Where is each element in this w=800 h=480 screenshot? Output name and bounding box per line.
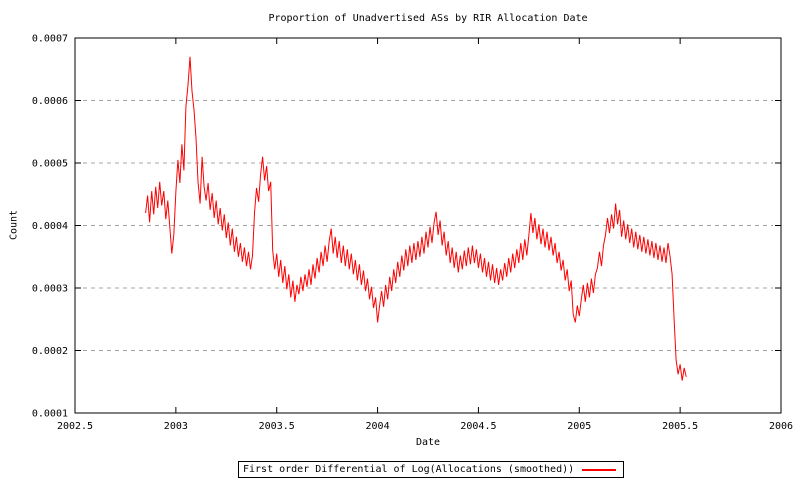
legend-box: First order Differential of Log(Allocati… (238, 461, 625, 478)
y-tick-label: 0.0004 (32, 221, 68, 232)
chart-title: Proportion of Unadvertised ASs by RIR Al… (268, 13, 588, 24)
x-tick-label: 2004.5 (460, 421, 496, 432)
x-tick-label: 2006 (769, 421, 793, 432)
x-axis-title: Date (415, 437, 441, 448)
x-tick-label: 2005.5 (662, 421, 698, 432)
y-tick-label: 0.0005 (32, 159, 68, 170)
x-tick-label: 2003 (164, 421, 188, 432)
plot-border (74, 37, 782, 414)
y-tick-label: 0.0003 (32, 284, 68, 295)
legend-label: First order Differential of Log(Allocati… (243, 464, 575, 475)
y-tick-label: 0.0007 (32, 34, 68, 45)
legend-line-sample (582, 468, 617, 471)
y-tick-label: 0.0001 (32, 409, 68, 420)
x-tick-label: 2005 (567, 421, 591, 432)
y-tick-label: 0.0002 (32, 346, 68, 357)
x-tick-label: 2004 (366, 421, 390, 432)
data-line (145, 56, 687, 381)
x-tick-label: 2002.5 (57, 421, 93, 432)
y-tick-label: 0.0006 (32, 96, 68, 107)
x-tick-label: 2003.5 (259, 421, 295, 432)
